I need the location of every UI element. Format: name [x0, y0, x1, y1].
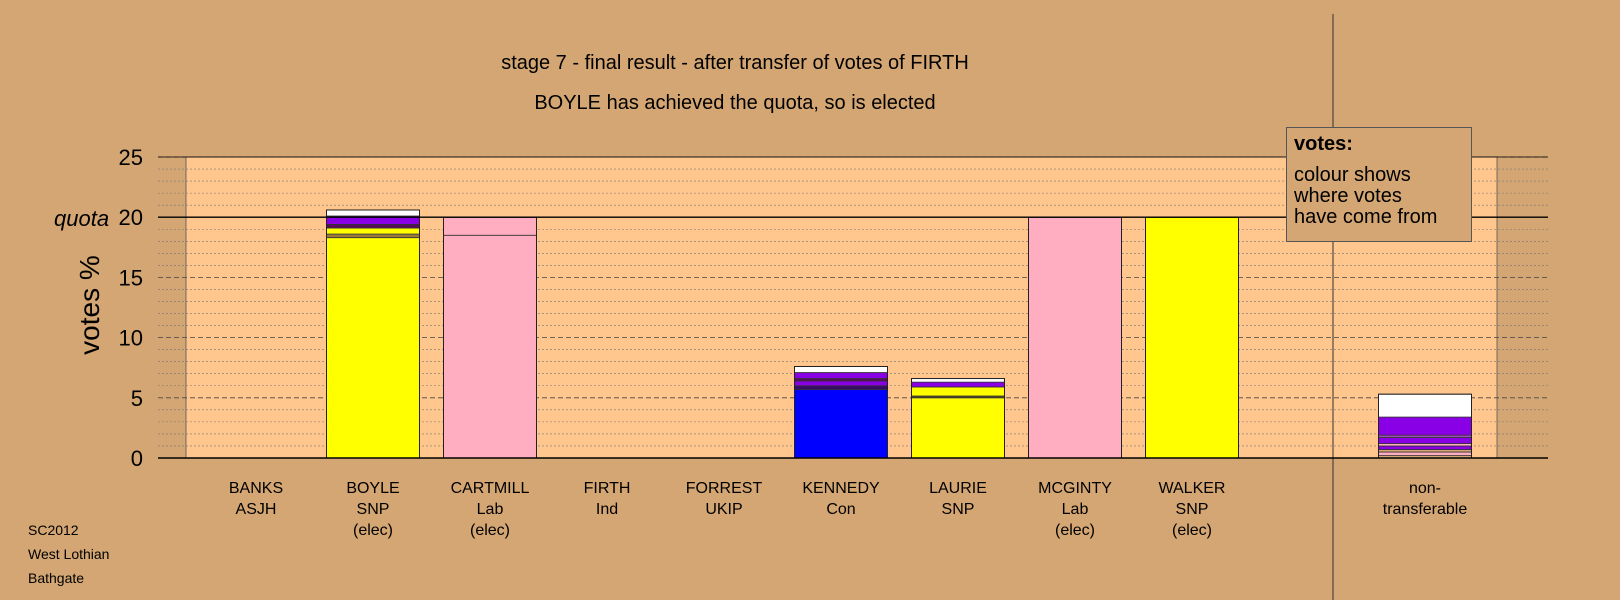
candidate-label: CARTMILL Lab (elec) [430, 478, 550, 541]
legend: votes: colour shows where votes have com… [1286, 127, 1472, 242]
candidate-party: Con [826, 501, 856, 518]
candidate-name: BANKS [228, 480, 284, 497]
candidate-party: Lab [476, 501, 504, 518]
candidate-name: CARTMILL [450, 480, 530, 497]
candidate-status: (elec) [469, 522, 510, 539]
candidate-name: non- [1408, 480, 1442, 497]
bar-segment [1028, 216, 1122, 459]
bar-segment [326, 227, 420, 235]
candidate-name: FIRTH [583, 480, 631, 497]
bar-segment [794, 372, 888, 379]
candidate-name: WALKER [1158, 480, 1226, 497]
y-tick-label: 5 [131, 386, 143, 411]
legend-title: votes: [1294, 133, 1353, 155]
bar-segment [911, 381, 1005, 388]
candidate-name: LAURIE [929, 480, 987, 497]
y-tick-label: 20 [119, 205, 143, 230]
candidate-party: SNP [356, 501, 390, 518]
y-tick-label: 15 [119, 265, 143, 290]
bar-segment [326, 233, 420, 239]
bar-segment [794, 366, 888, 373]
candidate-party: Ind [595, 501, 619, 518]
candidate-name: BOYLE [346, 480, 400, 497]
candidate-label: MCGINTY Lab (elec) [1015, 478, 1135, 541]
bar-segment [326, 209, 420, 217]
candidate-label: BOYLE SNP (elec) [313, 478, 433, 541]
bar-segment [1378, 451, 1472, 456]
candidate-name: MCGINTY [1038, 480, 1112, 497]
candidate-label: LAURIE SNP [898, 478, 1018, 520]
candidate-name: FORREST [685, 480, 763, 497]
candidate-party: UKIP [705, 501, 743, 518]
candidate-label: non-transferable [1365, 478, 1485, 520]
bar-segment [443, 216, 537, 236]
candidate-party: SNP [941, 501, 975, 518]
legend-text-line2: where votes [1294, 185, 1402, 207]
candidate-party: Lab [1061, 501, 1089, 518]
bar-segment [1378, 445, 1472, 450]
bar-segment [911, 397, 1005, 459]
footer: SC2012 West Lothian Bathgate [28, 518, 109, 590]
candidate-status: (elec) [1054, 522, 1095, 539]
y-tick-label: 25 [119, 145, 143, 170]
quota-label: quota [54, 206, 110, 231]
candidate-label: BANKS ASJH [196, 478, 316, 520]
bar-segment [794, 388, 888, 459]
bar-segment [794, 385, 888, 390]
bar-segment [1378, 393, 1472, 418]
y-axis-label: votes % [74, 255, 105, 355]
candidate-label: FORREST UKIP [664, 478, 784, 520]
bar-segment [326, 237, 420, 459]
bar-segment [1145, 216, 1239, 459]
candidate-label: KENNEDY Con [781, 478, 901, 520]
footer-line3: Bathgate [28, 570, 85, 586]
legend-text-line1: colour shows [1294, 164, 1411, 186]
candidate-party: transferable [1382, 501, 1468, 518]
bar-segment [1378, 416, 1472, 436]
bar-segment [911, 378, 1005, 383]
chart-title-line1: stage 7 - final result - after transfer … [501, 52, 969, 74]
bar-segment [911, 386, 1005, 397]
bar-segment [326, 224, 420, 229]
legend-text-line3: have come from [1294, 206, 1438, 228]
candidate-party: SNP [1175, 501, 1209, 518]
candidate-status: (elec) [352, 522, 393, 539]
y-tick-label: 0 [131, 446, 143, 471]
candidate-party: ASJH [235, 501, 277, 518]
candidate-name: KENNEDY [802, 480, 880, 497]
candidate-label: WALKER SNP (elec) [1132, 478, 1252, 541]
candidate-label: FIRTH Ind [547, 478, 667, 520]
bar-segment [1378, 437, 1472, 444]
footer-line1: SC2012 [28, 522, 79, 538]
candidate-status: (elec) [1171, 522, 1212, 539]
y-tick-label: 10 [119, 326, 143, 351]
footer-line2: West Lothian [28, 546, 110, 562]
bar-segment [794, 380, 888, 387]
chart-title-line2: BOYLE has achieved the quota, so is elec… [534, 92, 936, 114]
bar-segment [443, 234, 537, 459]
